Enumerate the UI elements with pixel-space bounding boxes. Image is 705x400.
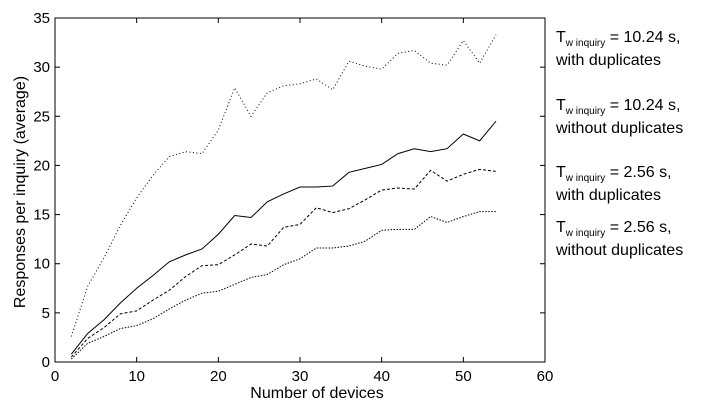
x-tick-label: 30 — [292, 368, 309, 385]
legend-entry-1-line2: with duplicates — [555, 52, 661, 69]
series-lines — [70, 34, 497, 360]
legend-entry-3: Tw inquiry = 2.56 s, — [556, 164, 672, 184]
legend-subscript: w inquiry — [565, 228, 605, 239]
y-tick-label: 15 — [33, 207, 50, 224]
legend-symbol-t: T — [556, 97, 566, 114]
x-tick-label: 40 — [373, 368, 390, 385]
y-tick-label: 0 — [42, 354, 50, 371]
legend-symbol-t: T — [556, 164, 566, 181]
legend-subscript: w inquiry — [565, 173, 605, 184]
legend-subscript: w inquiry — [565, 106, 605, 117]
y-tick-label: 35 — [33, 10, 50, 27]
y-tick-label: 5 — [42, 305, 50, 322]
legend-entry-4-line2: without duplicates — [555, 242, 683, 259]
x-tick-label: 60 — [537, 368, 554, 385]
y-tick-label: 20 — [33, 157, 50, 174]
legend-value: = 2.56 s, — [605, 164, 671, 181]
plot-frame — [54, 17, 546, 363]
legend: Tw inquiry = 10.24 s, with duplicates Tw i… — [555, 29, 683, 259]
x-tick-label: 20 — [210, 368, 227, 385]
y-tick-label: 25 — [33, 108, 50, 125]
x-tick-label: 50 — [455, 368, 472, 385]
series-line-2 — [70, 120, 497, 355]
legend-entry-1: Tw inquiry = 10.24 s, — [556, 29, 680, 49]
legend-symbol-t: T — [556, 219, 566, 236]
legend-symbol-t: T — [556, 29, 566, 46]
series-line-4 — [70, 211, 496, 360]
legend-entry-2: Tw inquiry = 10.24 s, — [556, 97, 680, 117]
legend-entry-2-line2: without duplicates — [555, 120, 683, 137]
x-axis-label: Number of devices — [250, 385, 383, 400]
y-tick-label: 10 — [33, 256, 50, 273]
x-tick-label: 0 — [51, 368, 59, 385]
legend-value: = 2.56 s, — [605, 219, 671, 236]
y-axis-label: Responses per inquiry (average) — [12, 76, 29, 308]
legend-entry-4: Tw inquiry = 2.56 s, — [556, 219, 672, 239]
legend-subscript: w inquiry — [565, 38, 605, 49]
y-tick-label: 30 — [33, 59, 50, 76]
legend-value: = 10.24 s, — [605, 29, 680, 46]
series-line-3 — [70, 168, 497, 358]
legend-entry-3-line2: with duplicates — [555, 187, 661, 204]
legend-value: = 10.24 s, — [605, 97, 680, 114]
x-tick-label: 10 — [128, 368, 145, 385]
series-line-1 — [70, 34, 497, 337]
axes: 0 10 20 30 40 50 60 0 5 10 15 20 25 30 35 — [33, 10, 553, 385]
